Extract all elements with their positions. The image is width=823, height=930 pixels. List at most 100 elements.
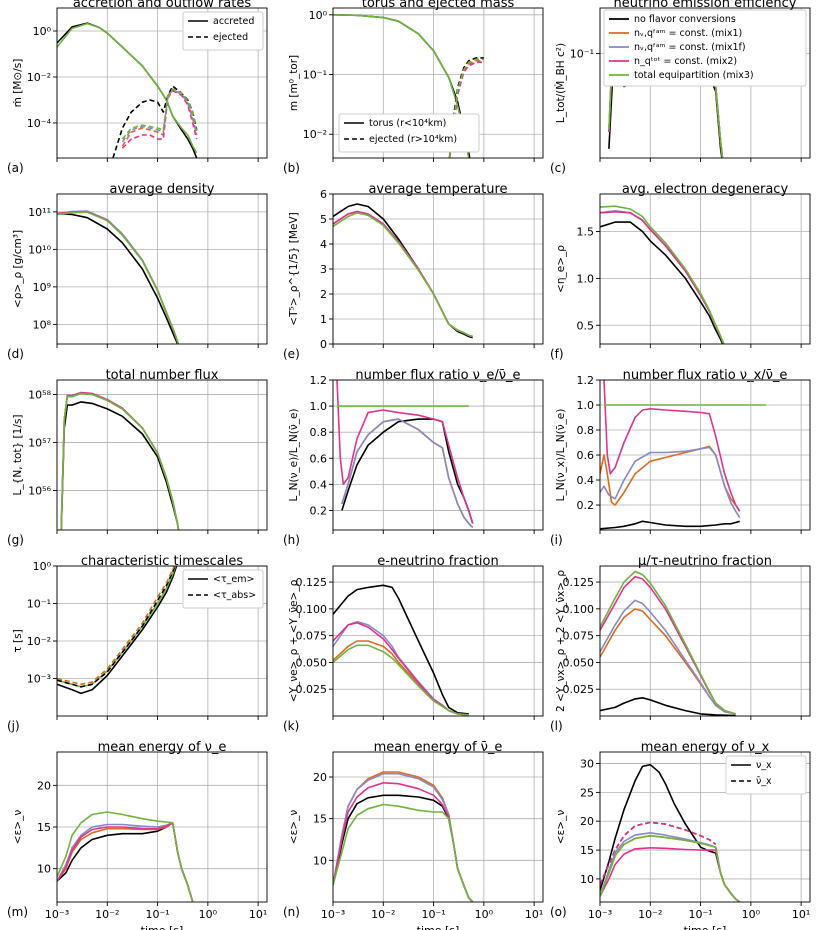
panel-a: accretion and outflow rates 10⁰ 10⁻² 10⁻⁴ṁ … — [7, 0, 268, 175]
y-tick-label: 10⁻² — [27, 635, 51, 648]
series-line-base — [600, 763, 741, 902]
y-tick-label: 20 — [580, 815, 594, 828]
series-line-mix2 — [336, 380, 474, 524]
series-line-base — [57, 566, 176, 688]
x-tick-label: 10⁻¹ — [421, 908, 445, 921]
y-tick-label: 10⁻¹ — [303, 69, 327, 82]
series-line-mix3 — [57, 211, 179, 344]
series-line-mix3 — [333, 644, 469, 716]
y-tick-label: 10⁵⁷ — [28, 436, 51, 449]
y-tick-label: 0 — [320, 338, 327, 351]
y-tick-label: 0.075 — [296, 630, 328, 643]
panel-j: characteristic timescales 10⁰ 10⁻¹ 10⁻² 10⁻³… — [7, 554, 268, 733]
panel-o: mean energy of ν_x 10⁻³ 10⁻² 10⁻¹ 10⁰ 10¹ 10 15… — [550, 740, 811, 930]
y-tick-label: 10⁻² — [27, 71, 51, 84]
x-tick-label: 10⁻³ — [321, 908, 345, 921]
series-line-mix1 — [341, 418, 474, 528]
y-axis-label: <ε>_ν — [288, 810, 300, 845]
panel-label: (i) — [550, 533, 563, 547]
plot-frame — [332, 751, 544, 903]
series-group — [333, 584, 469, 716]
x-tick-label: 10⁻¹ — [145, 908, 169, 921]
y-tick-label: 6 — [320, 188, 327, 201]
series-line-mix1 — [333, 210, 473, 338]
plot-frame — [599, 751, 811, 903]
series-line-mix2 — [57, 821, 194, 902]
series-line-mix2 — [600, 211, 725, 344]
y-tick-label: 25 — [580, 786, 594, 799]
y-axis-label: 2 <Y_νx>_ρ + 2 <Y_ν̄x>_ρ — [555, 570, 567, 712]
panel-l: μ/τ-neutrino fraction 0.025 0.050 0.075 0.10… — [550, 554, 811, 733]
panel-label: (e) — [283, 347, 300, 361]
series-line-mix2 — [600, 846, 741, 902]
y-tick-label: 0.100 — [563, 603, 595, 616]
plot-frame — [56, 379, 268, 531]
y-tick-label: 1.0 — [577, 272, 595, 285]
y-tick-label: 10¹⁰ — [28, 243, 51, 256]
series-line-mix1 — [600, 608, 736, 715]
panel-i: number flux ratio ν_x/ν̄_e 0.2 0.4 0.6 0.8 1.… — [550, 368, 811, 547]
x-tick-label: 10⁻³ — [45, 908, 69, 921]
x-tick-label: 10⁰ — [475, 908, 494, 921]
series-line-mix2 — [600, 575, 736, 715]
panel-title: total number flux — [106, 368, 219, 383]
y-tick-label: 1.2 — [310, 374, 328, 387]
series-line-mix2 — [600, 821, 717, 886]
y-tick-label: 10⁻¹ — [570, 47, 594, 60]
series-line-mix1f — [600, 446, 741, 518]
series-group — [333, 771, 474, 902]
y-tick-label: 0.050 — [296, 656, 328, 669]
plot-frame — [332, 565, 544, 717]
series-line-mix1f — [333, 210, 473, 338]
y-axis-label: m [m⁰_tor] — [288, 55, 300, 111]
y-tick-label: 10⁻¹ — [27, 598, 51, 611]
y-tick-label: 0.4 — [310, 478, 328, 491]
series-line-mix3 — [600, 834, 741, 902]
series-line-base — [57, 212, 179, 344]
panel-label: (c) — [550, 161, 566, 175]
y-tick-label: 1.2 — [577, 374, 595, 387]
series-line-base — [57, 821, 194, 902]
series-group — [336, 380, 474, 528]
panel-title: average density — [109, 182, 214, 197]
x-axis-label: time [s] — [141, 924, 184, 930]
legend-label: <τ_abs> — [213, 590, 256, 601]
panel-title: neutrino emission efficiency — [613, 0, 796, 11]
series-line-base — [341, 418, 474, 524]
panel-e: average temperature 0 1 2 3 4 5 6 <T⁵>_ρ^{1/5} [… — [283, 182, 544, 361]
y-tick-label: 0.125 — [563, 576, 595, 589]
y-tick-label: 10⁸ — [33, 318, 52, 331]
y-tick-label: 10 — [313, 854, 327, 867]
y-tick-label: 1.0 — [310, 400, 328, 413]
series-line-base — [600, 520, 740, 530]
x-tick-label: 10¹ — [792, 908, 810, 921]
y-tick-label: 0.075 — [563, 630, 595, 643]
series-line-mix1 — [57, 821, 194, 902]
x-axis-label: time [s] — [684, 924, 727, 930]
y-axis-label: L_N(ν_x)/L_N(ν̄_e) — [555, 409, 567, 502]
y-tick-label: 10 — [37, 863, 51, 876]
series-line-mix3 — [600, 205, 725, 344]
y-tick-label: 0.100 — [296, 603, 328, 616]
series-line-mix2 — [57, 211, 179, 344]
panel-label: (h) — [283, 533, 300, 547]
series-line-base — [600, 221, 724, 344]
panel-h: number flux ratio ν_e/ν̄_e 0.2 0.4 0.6 0.8 1.… — [283, 368, 544, 547]
y-axis-label: ṁ [M⊙/s] — [12, 59, 24, 108]
y-tick-label: 30 — [580, 758, 594, 771]
legend-label-base: no flavor conversions — [634, 14, 736, 25]
panel-g: total number flux 10⁵⁸ 10⁵⁷ 10⁵⁶ L_{N, tot} … — [7, 368, 268, 547]
series-group — [600, 570, 736, 716]
y-axis-label: <ρ>_ρ [g/cm³] — [12, 230, 24, 308]
series-line-mix3 — [57, 22, 198, 154]
y-axis-label: <Y_νe>_ρ + <Y_ν̄e>_ρ — [288, 579, 300, 702]
series-line-base — [600, 696, 736, 716]
x-tick-label: 10⁰ — [742, 908, 761, 921]
legend-label-mix3: total equipartition (mix3) — [634, 70, 754, 81]
x-tick-label: 10⁻³ — [588, 908, 612, 921]
y-tick-label: 0.2 — [310, 504, 328, 517]
y-tick-label: 0.050 — [563, 656, 595, 669]
series-line-mix1f — [57, 821, 194, 902]
x-tick-label: 10⁻² — [95, 908, 119, 921]
plot-frame — [599, 7, 811, 159]
